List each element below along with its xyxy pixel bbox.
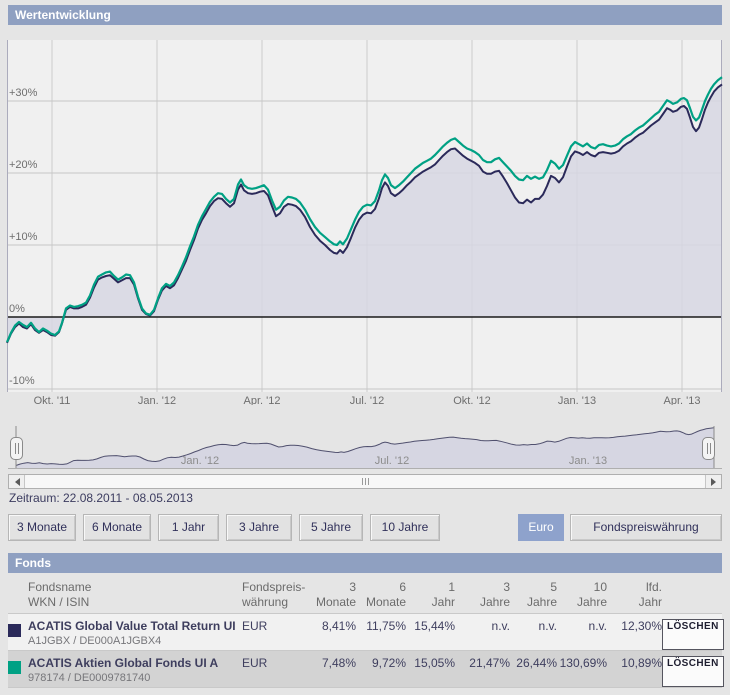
value-lfd-jahr: 12,30% [621,619,662,633]
period-button-3-monate[interactable]: 3 Monate [8,514,76,541]
fund-name-cell: ACATIS Aktien Global Fonds UI A 978174 /… [28,656,219,684]
period-button-5-jahre[interactable]: 5 Jahre [299,514,363,541]
performance-chart: +30% +20% +10% 0% -10% Okt. '11 Jan. '12 Apr. '… [5,40,723,405]
currency-button-euro[interactable]: Euro [518,514,564,541]
value-10-jahre: n.v. [588,619,607,633]
svg-text:Jan. '12: Jan. '12 [181,455,219,467]
col-header-3-jahre: 3 Jahre [479,580,510,609]
scrollbar-thumb[interactable] [25,475,705,488]
period-button-1-jahr[interactable]: 1 Jahr [158,514,219,541]
svg-text:0%: 0% [9,303,25,315]
section-header-wertentwicklung: Wertentwicklung [8,5,722,25]
svg-text:Jan. '13: Jan. '13 [558,395,596,405]
series-color-swatch [8,661,21,674]
section-header-fonds: Fonds [8,553,722,573]
fund-name-cell: ACATIS Global Value Total Return UI A1JG… [28,619,236,647]
svg-text:Apr. '13: Apr. '13 [664,395,701,405]
value-10-jahre: 130,69% [559,656,607,670]
svg-text:+20%: +20% [9,159,38,171]
col-header-fondsname: Fondsname WKN / ISIN [28,580,92,609]
value-1-jahr: 15,05% [414,656,455,670]
delete-fund-button[interactable]: LÖSCHEN [662,656,724,687]
fonds-table-header: Fondsname WKN / ISIN Fondspreis-währung 3… [8,576,722,613]
period-button-6-monate[interactable]: 6 Monate [83,514,151,541]
fund-currency: EUR [242,619,268,633]
period-button-10-jahre[interactable]: 10 Jahre [370,514,440,541]
value-5-jahre: 26,44% [516,656,557,670]
value-3-monate: 8,41% [321,619,356,633]
period-button-row: 3 Monate 6 Monate 1 Jahr 3 Jahre 5 Jahre… [8,514,722,541]
svg-text:Jul. '12: Jul. '12 [375,455,410,467]
svg-text:Okt. '12: Okt. '12 [453,395,491,405]
value-5-jahre: n.v. [538,619,557,633]
svg-text:Apr. '12: Apr. '12 [244,395,281,405]
scrollbar-left-arrow-icon[interactable] [9,475,25,488]
svg-text:+10%: +10% [9,231,38,243]
col-header-6-monate: 6 Monate [365,580,406,609]
col-header-5-jahre: 5 Jahre [526,580,557,609]
value-3-monate: 7,48% [321,656,356,670]
fund-currency: EUR [242,656,268,670]
navigator-left-handle[interactable] [10,437,23,460]
svg-text:+30%: +30% [9,87,38,99]
chart-scrollbar[interactable] [8,474,722,489]
value-6-monate: 9,72% [371,656,406,670]
fund-row-acatis-global-value: ACATIS Global Value Total Return UI A1JG… [8,613,724,650]
navigator-right-handle[interactable] [702,437,715,460]
value-3-jahre: n.v. [491,619,510,633]
scrollbar-right-arrow-icon[interactable] [705,475,721,488]
value-6-monate: 11,75% [366,619,406,633]
period-button-3-jahre[interactable]: 3 Jahre [226,514,292,541]
svg-text:-10%: -10% [9,375,35,387]
svg-text:Jan. '13: Jan. '13 [569,455,607,467]
value-3-jahre: 21,47% [469,656,510,670]
zeitraum-label: Zeitraum: 22.08.2011 - 08.05.2013 [9,491,193,505]
svg-text:Jul. '12: Jul. '12 [350,395,385,405]
delete-fund-button[interactable]: LÖSCHEN [662,619,724,650]
fund-row-acatis-aktien-global: ACATIS Aktien Global Fonds UI A 978174 /… [8,650,724,688]
range-navigator-chart[interactable]: Jan. '12 Jul. '12 Jan. '13 [0,424,730,474]
col-header-fondspreiswaehrung: Fondspreis-währung [242,580,306,609]
col-header-3-monate: 3 Monate [315,580,356,609]
svg-text:Okt. '11: Okt. '11 [34,395,71,405]
col-header-1-jahr: 1 Jahr [431,580,455,609]
section-title: Wertentwicklung [15,8,111,22]
value-1-jahr: 15,44% [414,619,455,633]
col-header-10-jahre: 10 Jahre [576,580,607,609]
series-color-swatch [8,624,21,637]
value-lfd-jahr: 10,89% [621,656,662,670]
svg-text:Jan. '12: Jan. '12 [138,395,176,405]
col-header-lfd-jahr: lfd. Jahr [638,580,662,609]
currency-button-fondspreiswaehrung[interactable]: Fondspreiswährung [570,514,722,541]
fonds-title: Fonds [15,556,51,570]
